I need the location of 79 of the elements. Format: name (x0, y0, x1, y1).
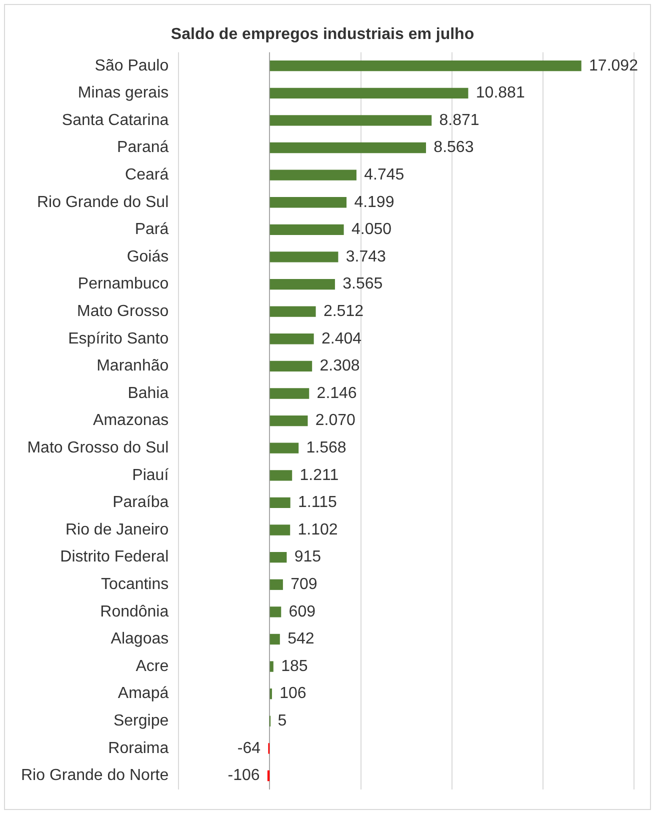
bar (270, 661, 274, 672)
y-tick-label: Alagoas (110, 630, 169, 648)
data-label: 3.743 (346, 248, 386, 266)
bar (270, 60, 582, 72)
bar (270, 415, 308, 426)
bar (270, 170, 356, 180)
y-tick-label: Paraíba (112, 494, 169, 512)
data-label: 1.211 (300, 466, 339, 484)
y-tick-label: Roraima (108, 740, 169, 757)
bar (270, 552, 287, 563)
y-tick-label: Bahia (128, 384, 169, 402)
data-label: 2.070 (315, 412, 356, 430)
data-label: 915 (294, 548, 322, 566)
data-label: 4.199 (354, 194, 394, 211)
bar (270, 306, 316, 317)
y-tick-label: Paraná (117, 139, 169, 156)
bar (270, 470, 292, 481)
y-tick-label: Pará (134, 221, 169, 238)
bar (270, 360, 312, 372)
bar (270, 497, 290, 508)
y-tick-label: Minas gerais (78, 84, 169, 102)
y-tick-label: Rio Grande do Norte (20, 767, 169, 784)
data-label: 8.563 (434, 139, 474, 156)
y-tick-label: Rio Grande do Sul (36, 194, 169, 211)
data-label: 2.512 (323, 302, 364, 320)
data-label: 106 (280, 685, 306, 702)
bar (270, 197, 347, 208)
data-label: 1.115 (298, 494, 337, 512)
y-tick-label: Santa Catarina (62, 112, 169, 129)
data-label: 5 (278, 712, 287, 730)
bar (270, 524, 290, 536)
data-label: 609 (288, 603, 316, 620)
bar (270, 579, 283, 590)
bar (270, 634, 280, 645)
y-tick-label: Piauí (132, 466, 170, 484)
bar (270, 142, 426, 154)
y-tick-label: Rio de Janeiro (65, 521, 169, 538)
y-tick-label: Pernambuco (78, 276, 169, 293)
y-tick-label: Rondônia (100, 603, 169, 620)
y-tick-label: Tocantins (101, 576, 169, 594)
y-tick-label: Amapá (118, 685, 169, 702)
data-label: 8.871 (439, 112, 480, 129)
bar (270, 88, 468, 98)
data-label: 2.308 (320, 358, 360, 375)
data-label: 2.404 (321, 330, 362, 348)
y-tick-label: Sergipe (113, 712, 169, 730)
y-tick-label: Amazonas (93, 412, 169, 430)
bar (270, 252, 338, 262)
y-tick-label: Mato Grosso (77, 302, 169, 320)
bar (270, 278, 335, 290)
y-tick-label: São Paulo (94, 57, 169, 74)
bar (270, 224, 344, 236)
bar (267, 770, 270, 782)
data-label: 4.745 (364, 166, 404, 184)
bar (270, 334, 314, 344)
y-tick-label: Distrito Federal (60, 548, 169, 566)
bar (270, 115, 432, 126)
data-label: 4.050 (351, 221, 392, 238)
chart-title: Saldo de empregos industriais em julho (170, 26, 474, 44)
y-tick-label: Maranhão (96, 358, 169, 375)
bar (270, 442, 299, 454)
data-label: -64 (237, 740, 261, 757)
y-tick-label: Mato Grosso do Sul (27, 440, 169, 457)
data-label: 709 (290, 576, 318, 594)
y-tick-label: Acre (136, 658, 169, 675)
data-label: 542 (288, 630, 314, 648)
data-label: 10.881 (476, 84, 525, 102)
y-tick-label: Espírito Santo (68, 330, 169, 348)
data-label: -106 (228, 767, 260, 784)
bar (270, 606, 282, 618)
data-label: 185 (281, 658, 308, 675)
data-label: 2.146 (316, 384, 357, 402)
data-label: 1.102 (298, 521, 338, 538)
y-tick-label: Goiás (126, 248, 169, 266)
data-label: 3.565 (342, 276, 383, 293)
y-tick-label: Ceará (125, 166, 169, 184)
data-label: 1.568 (306, 440, 346, 457)
data-label: 17.092 (589, 57, 638, 74)
bar (270, 388, 310, 399)
